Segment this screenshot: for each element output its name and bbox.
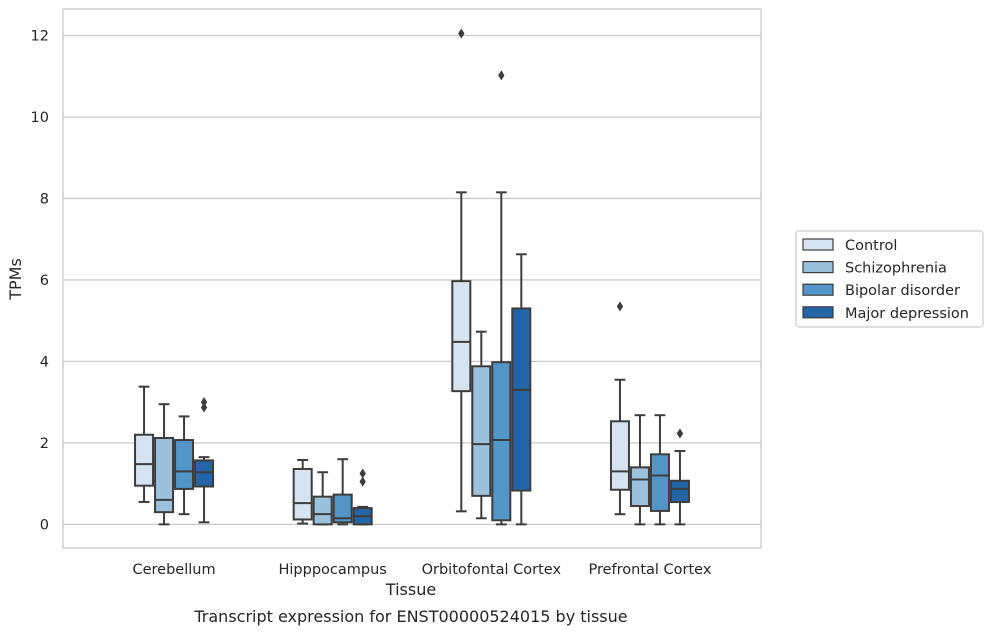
x-axis-title: Tissue <box>385 580 436 599</box>
y-tick-label: 0 <box>40 517 49 533</box>
box-bipolar-disorder <box>332 458 353 526</box>
legend-label: Bipolar disorder <box>845 283 960 299</box>
chart-caption: Transcript expression for ENST0000052401… <box>193 607 627 626</box>
legend: Control Schizophrenia Bipolar disorder Majo… <box>795 230 984 328</box>
x-tick-labels: Cerebellum Hipppocampus Orbitofontal Corte… <box>132 562 711 578</box>
y-tick-label: 4 <box>40 354 49 370</box>
legend-swatch <box>802 238 834 251</box>
outlier-point <box>200 397 208 408</box>
plot-area-frame <box>62 8 762 549</box>
box-major-depression <box>669 428 690 526</box>
legend-swatch <box>802 306 834 319</box>
legend-label: Control <box>845 238 897 254</box>
outlier-point <box>676 428 684 439</box>
box-schizophrenia <box>154 403 175 526</box>
outlier-point <box>498 70 505 81</box>
box-iqr <box>629 466 650 508</box>
box-iqr <box>609 420 630 491</box>
box-iqr <box>174 439 195 490</box>
y-tick-label: 8 <box>40 191 49 207</box>
box-iqr <box>194 459 215 488</box>
x-tick-label: Cerebellum <box>132 562 215 578</box>
box-iqr <box>332 493 353 524</box>
box-major-depression <box>511 253 532 526</box>
y-axis-title: TPMs <box>6 258 25 301</box>
box-control <box>134 385 155 503</box>
legend-swatch <box>802 261 834 274</box>
box-iqr <box>134 433 155 487</box>
legend-swatch <box>802 283 834 296</box>
box-control <box>609 301 630 516</box>
outlier-point <box>616 301 624 312</box>
box-schizophrenia <box>312 471 333 526</box>
box-schizophrenia <box>471 330 492 520</box>
box-iqr <box>511 307 532 492</box>
y-tick-labels: 0 2 4 6 8 10 12 <box>31 28 49 533</box>
box-control <box>451 28 472 513</box>
box-iqr <box>669 479 690 503</box>
box-iqr <box>471 365 492 497</box>
box-bipolar-disorder <box>174 415 195 516</box>
legend-label: Major depression <box>845 306 969 322</box>
legend-label: Schizophrenia <box>845 261 947 277</box>
x-tick-label: Prefrontal Cortex <box>588 562 711 578</box>
y-tick-label: 2 <box>40 436 49 452</box>
outlier-point <box>200 402 208 413</box>
box-iqr <box>451 280 472 393</box>
outlier-point <box>359 468 366 479</box>
y-tick-label: 6 <box>40 273 49 289</box>
outlier-point <box>359 476 366 487</box>
box-groups <box>134 28 690 526</box>
box-iqr <box>649 453 670 512</box>
legend-frame <box>795 230 984 328</box>
box-iqr <box>491 361 512 522</box>
x-tick-label: Hipppocampus <box>279 562 387 578</box>
y-tick-label: 10 <box>31 110 49 126</box>
box-control <box>292 459 313 525</box>
box-iqr <box>154 437 175 514</box>
x-tick-label: Orbitofontal Cortex <box>422 562 562 578</box>
box-major-depression <box>194 397 215 524</box>
box-schizophrenia <box>629 414 650 526</box>
box-iqr <box>312 495 333 526</box>
box-bipolar-disorder <box>649 414 670 526</box>
box-bipolar-disorder <box>491 70 512 526</box>
box-major-depression <box>352 468 373 526</box>
outlier-point <box>458 28 465 39</box>
box-iqr <box>292 467 313 521</box>
y-tick-label: 12 <box>31 28 49 44</box>
